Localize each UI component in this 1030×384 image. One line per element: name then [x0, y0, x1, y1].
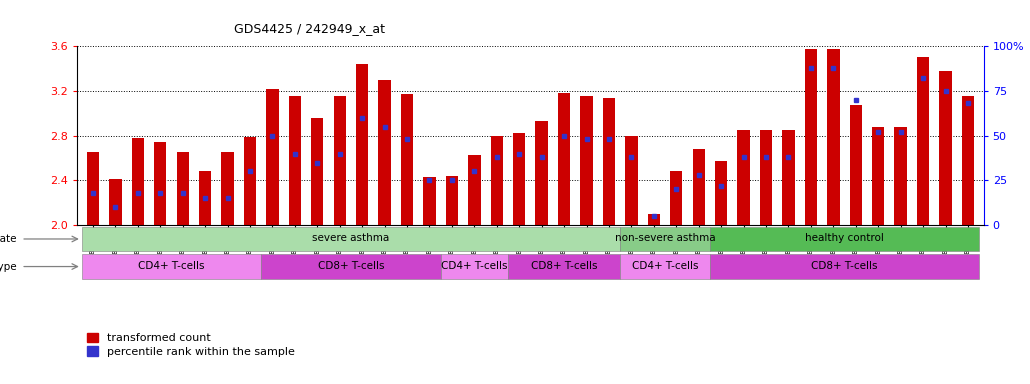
Bar: [513, 133, 525, 225]
Bar: [603, 98, 615, 225]
Bar: [199, 172, 211, 225]
Bar: [267, 89, 278, 225]
Bar: [490, 136, 503, 225]
Bar: [710, 254, 980, 279]
Text: CD4+ T-cells: CD4+ T-cells: [631, 261, 698, 271]
Bar: [710, 227, 980, 252]
Bar: [81, 254, 262, 279]
Bar: [446, 176, 458, 225]
Text: GDS4425 / 242949_x_at: GDS4425 / 242949_x_at: [234, 22, 384, 35]
Legend: transformed count, percentile rank within the sample: transformed count, percentile rank withi…: [82, 328, 300, 361]
Bar: [536, 121, 548, 225]
Bar: [625, 136, 638, 225]
Bar: [620, 227, 710, 252]
Bar: [132, 138, 144, 225]
Text: CD8+ T-cells: CD8+ T-cells: [812, 261, 878, 271]
Bar: [311, 118, 323, 225]
Bar: [508, 254, 620, 279]
Bar: [176, 152, 188, 225]
Text: CD8+ T-cells: CD8+ T-cells: [530, 261, 597, 271]
Bar: [580, 96, 592, 225]
Text: CD4+ T-cells: CD4+ T-cells: [138, 261, 205, 271]
Bar: [894, 127, 906, 225]
Bar: [737, 130, 750, 225]
Text: CD8+ T-cells: CD8+ T-cells: [317, 261, 384, 271]
Bar: [872, 127, 885, 225]
Text: severe asthma: severe asthma: [312, 233, 389, 243]
Bar: [81, 227, 620, 252]
Bar: [558, 93, 571, 225]
Bar: [87, 152, 99, 225]
Bar: [154, 142, 167, 225]
Text: CD4+ T-cells: CD4+ T-cells: [441, 261, 508, 271]
Bar: [423, 177, 436, 225]
Bar: [244, 137, 256, 225]
Bar: [441, 254, 508, 279]
Bar: [620, 254, 710, 279]
Bar: [804, 50, 817, 225]
Bar: [109, 179, 122, 225]
Bar: [827, 50, 839, 225]
Text: cell type: cell type: [0, 262, 16, 271]
Bar: [783, 130, 794, 225]
Bar: [850, 106, 862, 225]
Bar: [760, 130, 772, 225]
Bar: [692, 149, 705, 225]
Bar: [334, 96, 346, 225]
Bar: [715, 161, 727, 225]
Bar: [378, 79, 390, 225]
Bar: [401, 94, 413, 225]
Bar: [939, 71, 952, 225]
Bar: [221, 152, 234, 225]
Bar: [962, 96, 974, 225]
Bar: [288, 96, 301, 225]
Bar: [469, 155, 481, 225]
Bar: [648, 214, 660, 225]
Text: disease state: disease state: [0, 234, 16, 244]
Bar: [356, 64, 369, 225]
Text: healthy control: healthy control: [805, 233, 884, 243]
Bar: [671, 172, 683, 225]
Bar: [262, 254, 441, 279]
Bar: [917, 57, 929, 225]
Text: non-severe asthma: non-severe asthma: [615, 233, 716, 243]
